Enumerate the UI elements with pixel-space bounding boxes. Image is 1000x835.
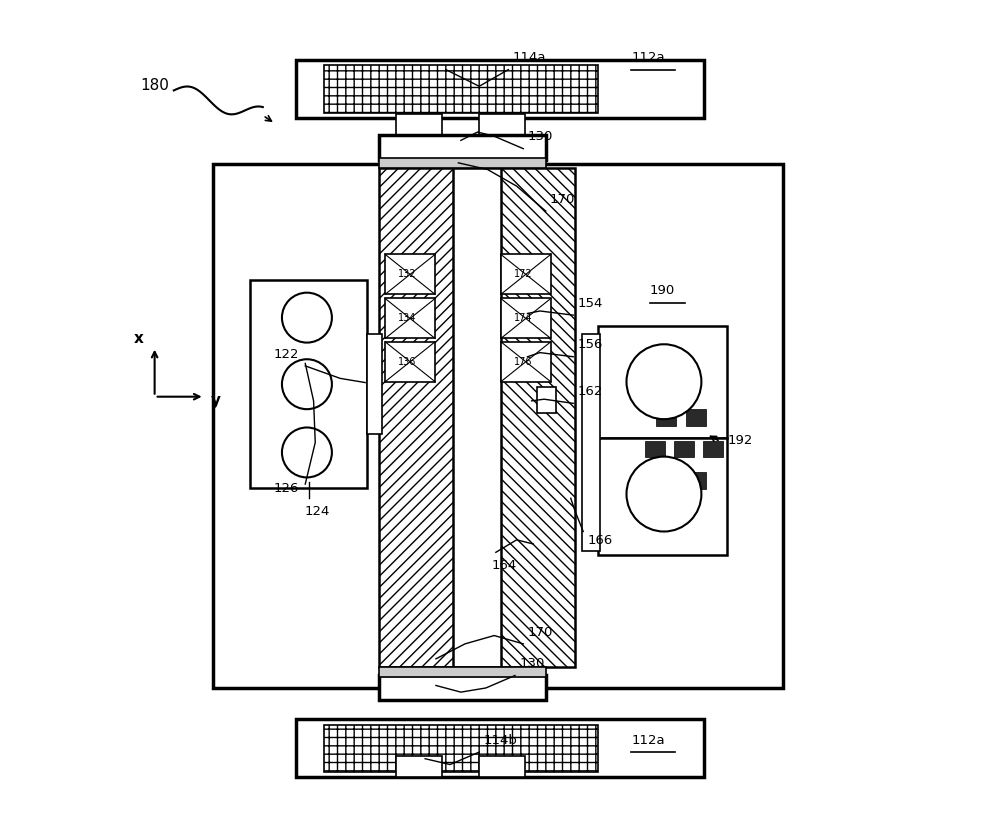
Bar	[500, 168, 575, 667]
Circle shape	[282, 359, 332, 409]
Text: 126: 126	[274, 483, 299, 495]
Text: 172: 172	[514, 270, 533, 280]
Text: 114a: 114a	[512, 51, 546, 64]
Text: 134: 134	[398, 313, 417, 323]
Bar	[686, 409, 706, 426]
Bar	[656, 409, 676, 426]
Bar	[385, 342, 435, 382]
Text: 112a: 112a	[631, 51, 665, 64]
Text: 112a: 112a	[631, 734, 665, 746]
Text: 136: 136	[398, 357, 417, 367]
Bar	[686, 473, 706, 489]
Bar	[213, 164, 783, 688]
Circle shape	[282, 292, 332, 342]
Bar	[501, 298, 551, 338]
Bar	[385, 298, 435, 338]
Bar	[379, 134, 546, 159]
Bar	[379, 676, 546, 701]
Text: 166: 166	[587, 534, 613, 547]
Bar	[324, 725, 598, 772]
Circle shape	[626, 457, 701, 532]
Bar	[385, 255, 435, 294]
Text: 190: 190	[650, 285, 675, 297]
Bar	[582, 334, 600, 550]
Bar	[379, 667, 546, 677]
Bar	[296, 719, 704, 777]
Text: 130: 130	[527, 130, 553, 144]
Circle shape	[626, 344, 701, 419]
Text: 170: 170	[527, 625, 553, 639]
Bar	[367, 334, 382, 434]
Bar	[453, 168, 501, 667]
Text: 164: 164	[492, 559, 517, 572]
Bar	[379, 158, 546, 168]
Text: y: y	[211, 393, 221, 408]
Text: 114b: 114b	[483, 734, 517, 746]
Text: 174: 174	[514, 313, 533, 323]
Bar	[645, 441, 665, 458]
Bar	[479, 757, 525, 777]
Text: 130: 130	[519, 657, 545, 671]
Bar	[703, 441, 723, 458]
Bar	[379, 168, 454, 667]
Bar	[296, 59, 704, 118]
Bar	[674, 441, 694, 458]
Bar	[598, 438, 727, 554]
Text: 124: 124	[304, 505, 330, 518]
Text: 162: 162	[577, 385, 603, 398]
Circle shape	[282, 428, 332, 478]
Bar	[501, 255, 551, 294]
Text: x: x	[134, 331, 144, 346]
Bar	[501, 342, 551, 382]
Bar	[598, 326, 727, 438]
Text: 170: 170	[550, 193, 575, 205]
Bar	[250, 281, 367, 488]
Bar	[656, 473, 676, 489]
Bar	[396, 757, 442, 777]
Text: 154: 154	[577, 296, 603, 310]
Text: 156: 156	[577, 338, 603, 352]
Text: 192: 192	[727, 434, 753, 447]
Text: 132: 132	[398, 270, 417, 280]
Text: 122: 122	[274, 347, 299, 361]
Bar	[537, 387, 556, 413]
Bar	[324, 65, 598, 113]
Text: 180: 180	[140, 78, 169, 94]
Bar	[396, 114, 442, 134]
Text: 176: 176	[514, 357, 533, 367]
Bar	[479, 114, 525, 134]
